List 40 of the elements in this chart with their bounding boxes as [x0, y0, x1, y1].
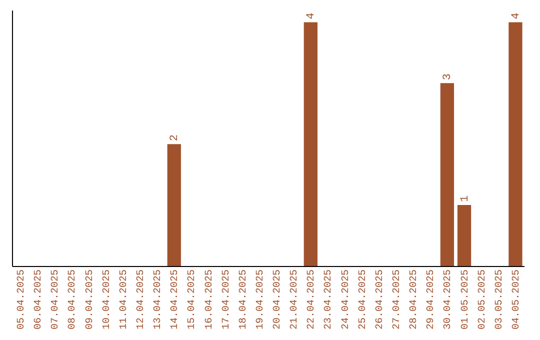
- x-tick-label: 21.04.2025: [290, 270, 301, 330]
- x-tick-label: 14.04.2025: [170, 270, 182, 330]
- x-tick-label: 25.04.2025: [358, 270, 369, 330]
- data-label: 4: [306, 12, 318, 20]
- data-label: 2: [169, 134, 182, 142]
- x-tick-label: 28.04.2025: [409, 270, 420, 330]
- x-tick-label: 02.05.2025: [477, 270, 488, 330]
- x-tick-label: 09.04.2025: [84, 270, 96, 330]
- x-tick-label: 16.04.2025: [204, 270, 216, 330]
- x-tick-label: 18.04.2025: [238, 270, 250, 330]
- bar: [440, 83, 454, 266]
- data-label: 4: [510, 12, 522, 20]
- x-tick-label: 06.04.2025: [34, 270, 45, 330]
- x-tick-label: 12.04.2025: [136, 270, 147, 330]
- x-tick-label: 26.04.2025: [374, 270, 386, 330]
- x-tick-label: 30.04.2025: [443, 270, 454, 330]
- bar: [508, 22, 522, 266]
- x-tick-label: 19.04.2025: [255, 270, 266, 330]
- x-tick-label: 22.04.2025: [306, 270, 318, 330]
- data-label: 1: [459, 195, 472, 202]
- bar: [167, 144, 181, 266]
- x-tick-label: 04.05.2025: [511, 270, 522, 330]
- x-tick-label: 13.04.2025: [153, 270, 164, 330]
- x-tick-label: 20.04.2025: [272, 270, 284, 330]
- x-tick-label: 07.04.2025: [50, 270, 62, 330]
- x-tick-label: 27.04.2025: [392, 270, 403, 330]
- x-tick-label: 08.04.2025: [68, 270, 79, 330]
- x-tick-label: 10.04.2025: [102, 270, 113, 330]
- data-label: 3: [442, 74, 454, 80]
- x-tick-label: 15.04.2025: [187, 270, 198, 330]
- bar: [457, 205, 472, 266]
- x-tick-label: 23.04.2025: [324, 270, 335, 330]
- x-tick-label: 29.04.2025: [426, 270, 438, 330]
- bar: [304, 22, 318, 266]
- x-tick-label: 24.04.2025: [340, 270, 352, 330]
- x-tick-label: 05.04.2025: [16, 270, 28, 330]
- x-tick-label: 01.05.2025: [460, 270, 472, 330]
- x-tick-label: 17.04.2025: [221, 270, 232, 330]
- x-tick-label: 03.05.2025: [494, 270, 506, 330]
- x-tick-label: 11.04.2025: [118, 270, 130, 330]
